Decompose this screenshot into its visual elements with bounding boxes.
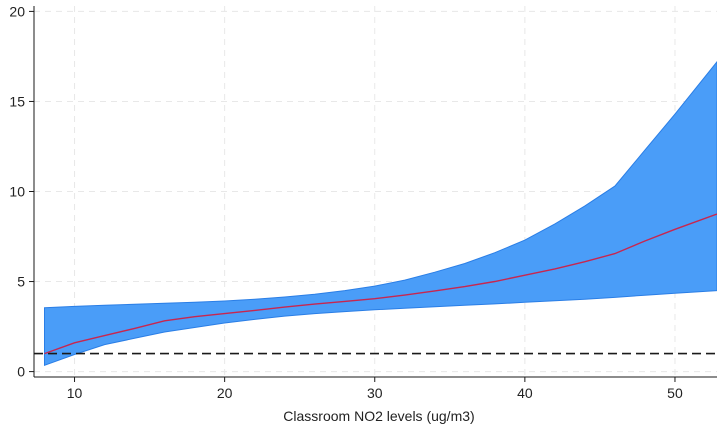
estimate-line (44, 213, 717, 355)
x-tick-label: 20 (217, 385, 233, 401)
x-tick-label: 10 (67, 385, 83, 401)
band-layer (44, 61, 717, 367)
x-tick-label: 40 (517, 385, 533, 401)
y-tick-label: 5 (17, 274, 25, 290)
series-line-layer (44, 213, 717, 355)
x-tick-label: 50 (667, 385, 683, 401)
x-axis-title: Classroom NO2 levels (ug/m3) (283, 408, 474, 424)
axis-layer: 0 5 10 15 20 10 20 30 40 50 (9, 3, 717, 401)
y-tick-label: 0 (17, 364, 25, 380)
confidence-band (44, 61, 717, 367)
y-tick-label: 10 (9, 184, 25, 200)
y-tick-label: 20 (9, 3, 25, 19)
y-tick-label: 15 (9, 93, 25, 109)
x-tick-label: 30 (367, 385, 383, 401)
